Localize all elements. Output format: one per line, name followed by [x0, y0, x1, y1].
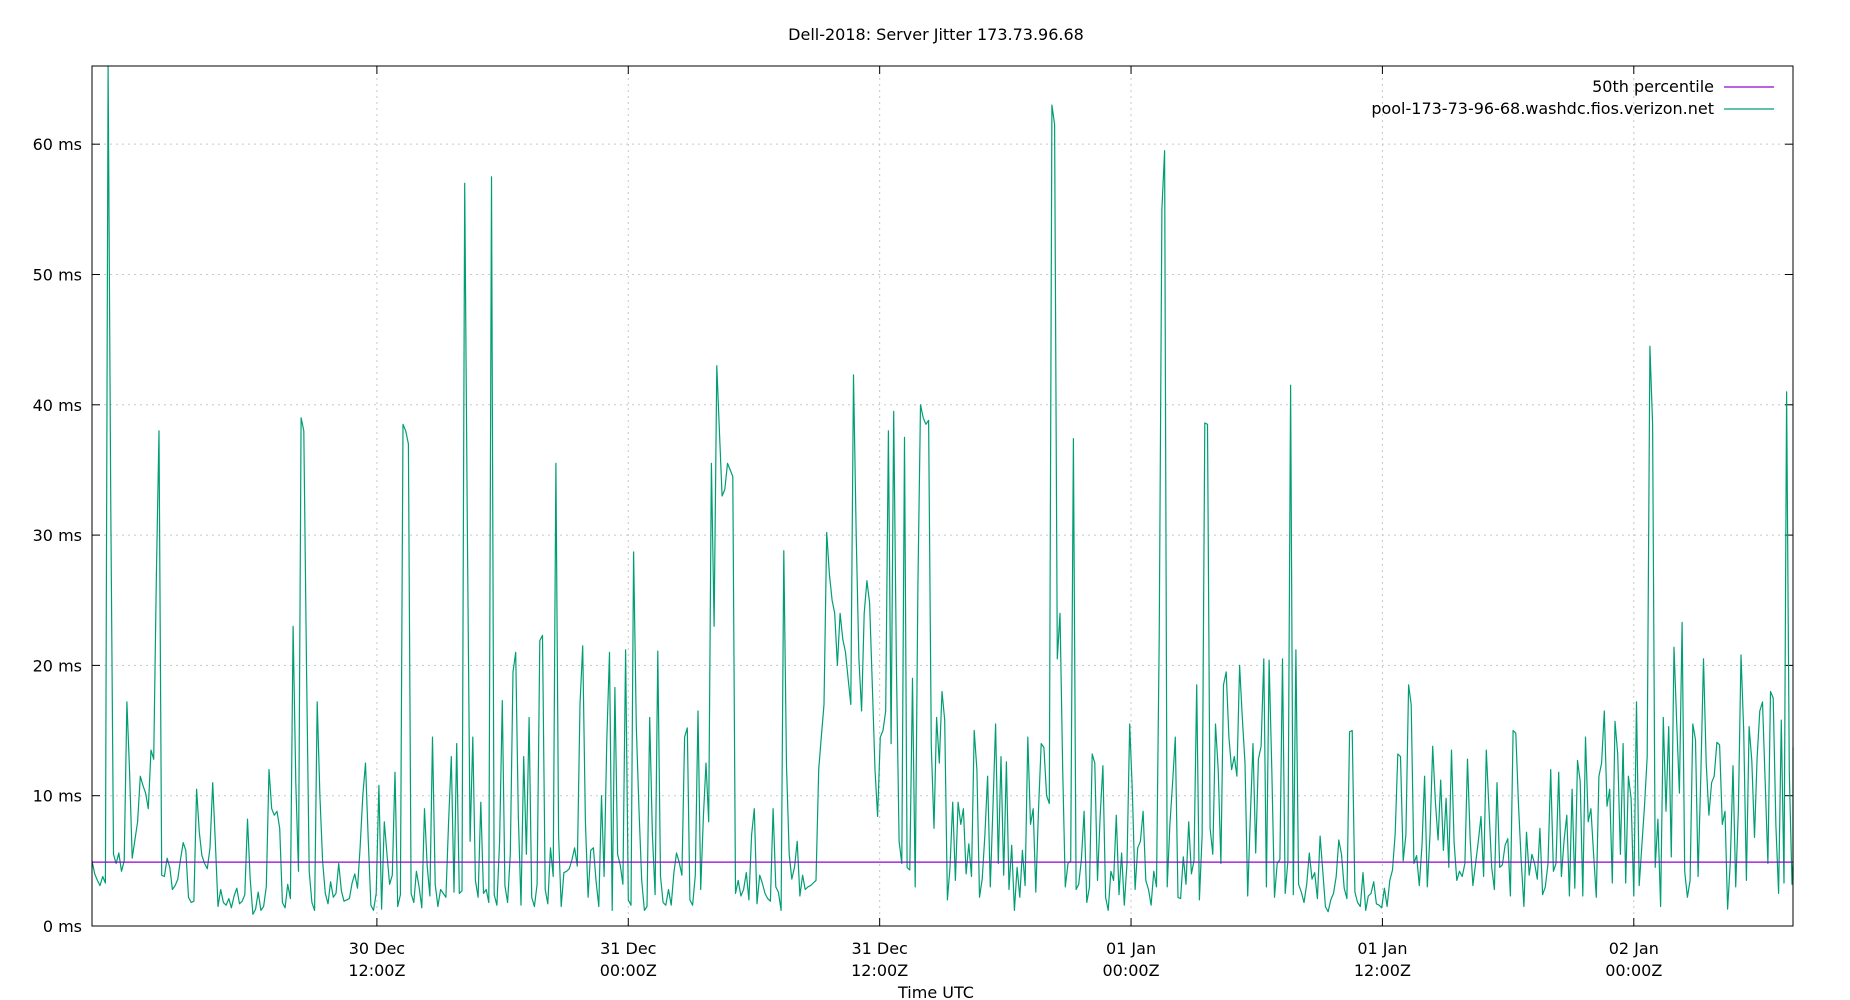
- legend: 50th percentile pool-173-73-96-68.washdc…: [1371, 77, 1774, 118]
- x-tick-label-date: 31 Dec: [851, 939, 907, 958]
- x-tick-label-date: 01 Jan: [1357, 939, 1407, 958]
- grid-lines: [92, 66, 1793, 926]
- y-tick-label: 10 ms: [33, 787, 82, 806]
- y-tick-label: 0 ms: [43, 917, 82, 936]
- y-tick-label: 20 ms: [33, 656, 82, 675]
- y-tick-label: 60 ms: [33, 135, 82, 154]
- x-tick-label-date: 01 Jan: [1106, 939, 1156, 958]
- y-tick-label: 50 ms: [33, 265, 82, 284]
- legend-label-50th-percentile: 50th percentile: [1592, 77, 1714, 96]
- jitter-series-line: [91, 65, 1794, 915]
- x-tick-label-time: 12:00Z: [851, 961, 908, 980]
- y-tick-label: 40 ms: [33, 396, 82, 415]
- series-layer: [91, 65, 1794, 915]
- legend-label-jitter-series: pool-173-73-96-68.washdc.fios.verizon.ne…: [1371, 99, 1714, 118]
- plot-frame: [91, 65, 1794, 927]
- x-tick-label-time: 00:00Z: [1605, 961, 1662, 980]
- x-axis-title: Time UTC: [897, 983, 974, 1000]
- chart-title: Dell-2018: Server Jitter 173.73.96.68: [788, 25, 1084, 44]
- x-tick-label-time: 12:00Z: [348, 961, 405, 980]
- x-axis: 30 Dec 12:00Z 31 Dec 00:00Z 31 Dec 12:00Z 01 J…: [348, 66, 1662, 980]
- x-tick-label-date: 02 Jan: [1609, 939, 1659, 958]
- x-tick-label-time: 12:00Z: [1354, 961, 1411, 980]
- x-tick-label-date: 31 Dec: [600, 939, 656, 958]
- y-axis: 0 ms 10 ms 20 ms 30 ms 40 ms 50 ms 60 ms: [33, 135, 1793, 936]
- x-tick-label-time: 00:00Z: [600, 961, 657, 980]
- x-tick-label-date: 30 Dec: [349, 939, 405, 958]
- x-tick-label-time: 00:00Z: [1102, 961, 1159, 980]
- y-tick-label: 30 ms: [33, 526, 82, 545]
